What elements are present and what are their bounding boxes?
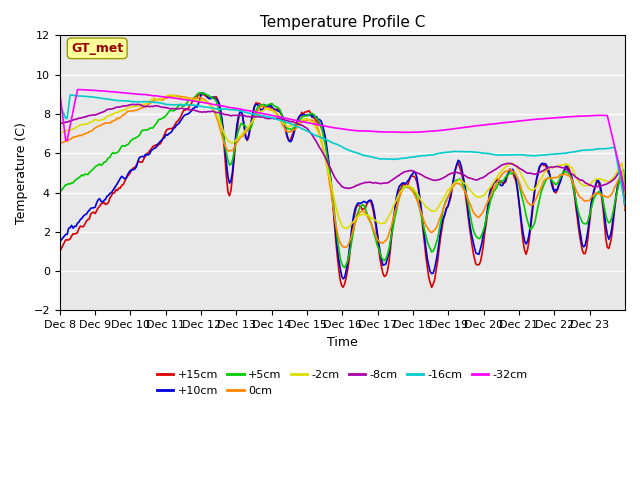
-16cm <box>348 148 356 154</box>
0cm <box>56 141 63 146</box>
Line: -32cm: -32cm <box>60 90 625 190</box>
+10cm <box>621 203 629 209</box>
Line: +5cm: +5cm <box>60 93 625 267</box>
-16cm <box>94 95 102 101</box>
Line: -16cm: -16cm <box>60 95 625 205</box>
+5cm <box>620 167 627 172</box>
0cm <box>93 124 100 130</box>
-2cm <box>93 117 100 123</box>
+10cm <box>339 276 347 282</box>
+10cm <box>199 90 207 96</box>
-32cm <box>74 87 81 93</box>
-16cm <box>56 101 63 107</box>
+10cm <box>56 239 63 245</box>
-16cm <box>621 202 629 208</box>
+15cm <box>428 285 435 290</box>
-8cm <box>93 111 100 117</box>
-8cm <box>130 101 138 107</box>
+5cm <box>196 90 204 96</box>
Line: 0cm: 0cm <box>60 96 625 247</box>
-2cm <box>462 181 470 187</box>
-8cm <box>618 179 626 185</box>
-8cm <box>460 172 468 178</box>
-16cm <box>77 93 84 99</box>
+5cm <box>340 264 348 270</box>
Line: +15cm: +15cm <box>60 95 625 288</box>
+15cm <box>546 172 554 178</box>
Legend: +15cm, +10cm, +5cm, 0cm, -2cm, -8cm, -16cm, -32cm: +15cm, +10cm, +5cm, 0cm, -2cm, -8cm, -16… <box>152 366 532 400</box>
0cm <box>546 176 554 181</box>
-2cm <box>342 226 350 231</box>
X-axis label: Time: Time <box>327 336 358 349</box>
-16cm <box>67 92 74 98</box>
-16cm <box>618 186 626 192</box>
+5cm <box>462 190 470 195</box>
-2cm <box>168 92 176 98</box>
+10cm <box>546 172 554 178</box>
+10cm <box>93 200 100 206</box>
0cm <box>349 226 357 232</box>
-8cm <box>621 203 629 209</box>
+15cm <box>462 193 470 199</box>
-32cm <box>94 88 102 94</box>
+5cm <box>546 174 554 180</box>
+5cm <box>349 228 357 234</box>
+10cm <box>75 219 83 225</box>
+15cm <box>75 226 83 231</box>
-32cm <box>621 187 629 193</box>
-8cm <box>75 115 83 121</box>
-8cm <box>348 185 356 191</box>
-16cm <box>545 152 552 157</box>
+10cm <box>620 171 627 177</box>
-2cm <box>75 123 83 129</box>
-2cm <box>349 219 357 225</box>
-32cm <box>460 125 468 131</box>
-2cm <box>620 177 627 183</box>
+15cm <box>195 92 202 97</box>
+15cm <box>621 207 629 213</box>
Line: -8cm: -8cm <box>60 104 625 206</box>
+5cm <box>56 190 63 195</box>
0cm <box>75 133 83 139</box>
0cm <box>621 206 629 212</box>
+10cm <box>349 214 357 219</box>
-2cm <box>621 194 629 200</box>
-32cm <box>56 89 63 95</box>
-16cm <box>460 149 468 155</box>
Title: Temperature Profile C: Temperature Profile C <box>260 15 425 30</box>
+15cm <box>348 231 356 237</box>
+15cm <box>93 208 100 214</box>
Line: +10cm: +10cm <box>60 93 625 279</box>
Line: -2cm: -2cm <box>60 95 625 228</box>
-2cm <box>56 131 63 136</box>
Text: GT_met: GT_met <box>71 42 124 55</box>
+5cm <box>621 192 629 197</box>
+5cm <box>75 175 83 180</box>
-8cm <box>545 165 552 170</box>
+5cm <box>93 163 100 168</box>
+15cm <box>620 176 627 182</box>
-32cm <box>77 87 84 93</box>
-32cm <box>618 175 626 180</box>
-32cm <box>545 115 552 121</box>
-2cm <box>546 165 554 171</box>
0cm <box>620 186 627 192</box>
-32cm <box>348 127 356 133</box>
0cm <box>462 190 470 195</box>
+15cm <box>56 249 63 254</box>
-8cm <box>56 121 63 127</box>
+10cm <box>462 187 470 192</box>
Y-axis label: Temperature (C): Temperature (C) <box>15 122 28 224</box>
0cm <box>170 93 177 98</box>
0cm <box>340 244 348 250</box>
